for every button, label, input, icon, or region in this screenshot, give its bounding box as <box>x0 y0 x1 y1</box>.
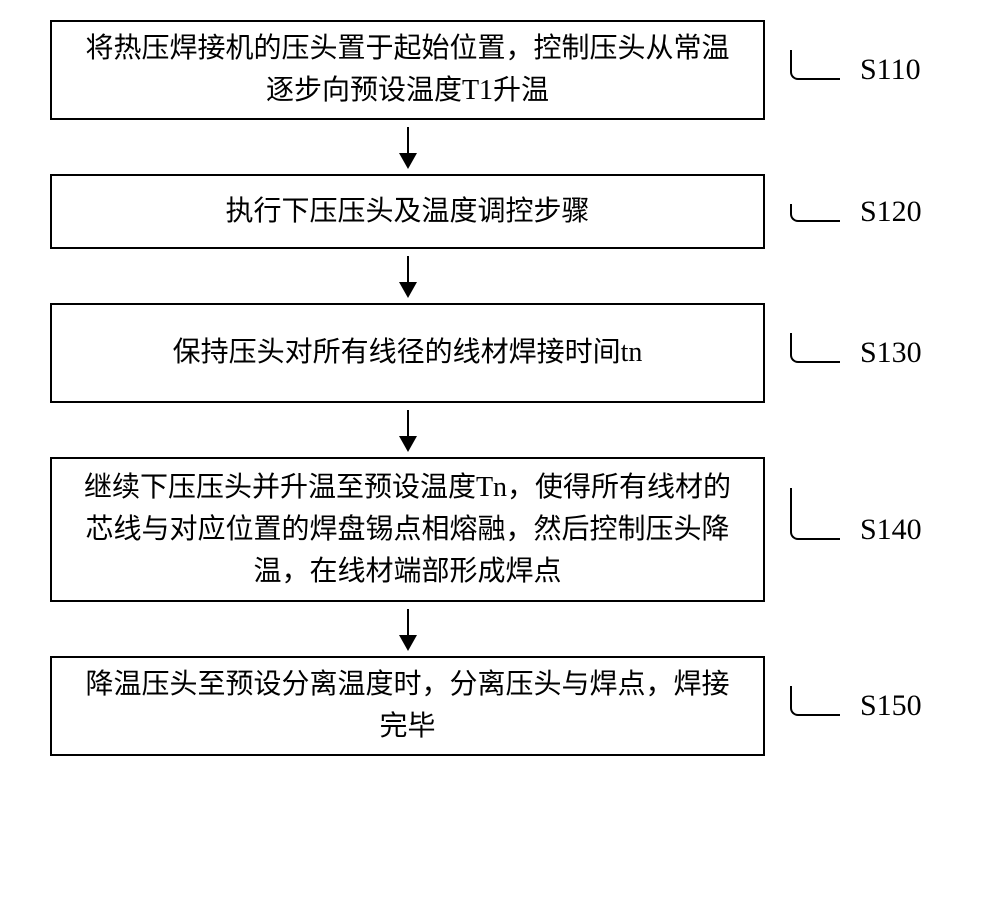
step-row-2: 执行下压压头及温度调控步骤 S120 <box>50 174 950 249</box>
flowchart-container: 将热压焊接机的压头置于起始位置，控制压头从常温逐步向预设温度T1升温 S110 … <box>50 20 950 756</box>
step-box-s150: 降温压头至预设分离温度时，分离压头与焊点，焊接完毕 <box>50 656 765 756</box>
step-text: 将热压焊接机的压头置于起始位置，控制压头从常温逐步向预设温度T1升温 <box>72 28 743 112</box>
step-row-1: 将热压焊接机的压头置于起始位置，控制压头从常温逐步向预设温度T1升温 S110 <box>50 20 950 120</box>
step-box-s140: 继续下压压头并升温至预设温度Tn，使得所有线材的芯线与对应位置的焊盘锡点相熔融，… <box>50 457 765 602</box>
step-box-s110: 将热压焊接机的压头置于起始位置，控制压头从常温逐步向预设温度T1升温 <box>50 20 765 120</box>
step-row-3: 保持压头对所有线径的线材焊接时间tn S130 <box>50 303 950 403</box>
step-label-s110: S110 <box>860 53 921 87</box>
step-label-s150: S150 <box>860 689 922 723</box>
arrow-4 <box>50 602 765 656</box>
step-row-4: 继续下压压头并升温至预设温度Tn，使得所有线材的芯线与对应位置的焊盘锡点相熔融，… <box>50 457 950 602</box>
step-box-s120: 执行下压压头及温度调控步骤 <box>50 174 765 249</box>
step-text: 降温压头至预设分离温度时，分离压头与焊点，焊接完毕 <box>72 664 743 748</box>
step-box-s130: 保持压头对所有线径的线材焊接时间tn <box>50 303 765 403</box>
step-label-s120: S120 <box>860 195 922 229</box>
arrow-1 <box>50 120 765 174</box>
step-text: 执行下压压头及温度调控步骤 <box>225 191 589 233</box>
arrow-3 <box>50 403 765 457</box>
step-text: 继续下压压头并升温至预设温度Tn，使得所有线材的芯线与对应位置的焊盘锡点相熔融，… <box>72 467 743 593</box>
step-row-5: 降温压头至预设分离温度时，分离压头与焊点，焊接完毕 S150 <box>50 656 950 756</box>
step-label-s140: S140 <box>860 513 922 547</box>
step-text: 保持压头对所有线径的线材焊接时间tn <box>173 332 643 374</box>
arrow-2 <box>50 249 765 303</box>
step-label-s130: S130 <box>860 336 922 370</box>
